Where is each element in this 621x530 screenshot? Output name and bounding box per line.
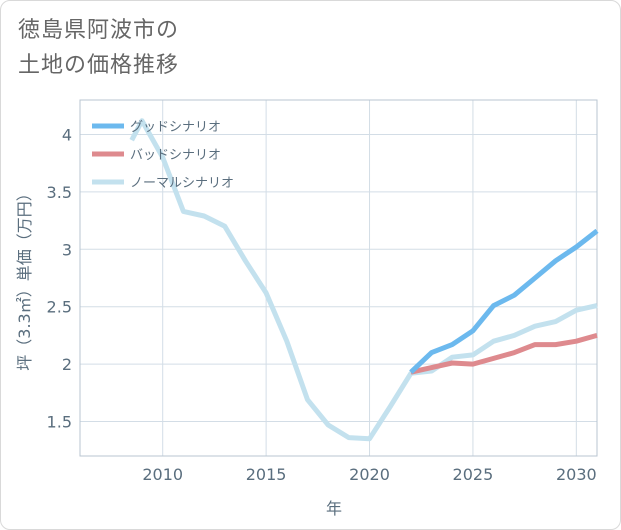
series-layer [129,118,599,442]
series-line-2 [129,118,598,442]
x-tick-label: 2025 [453,465,494,484]
series-line-1 [410,332,598,375]
x-tick-label: 2010 [142,465,183,484]
chart-title: 徳島県阿波市の 土地の価格推移 [18,13,179,83]
y-axis-label: 坪（3.3㎡）単価（万円） [15,185,34,370]
y-tick-label: 4 [62,125,72,144]
series-line-0 [409,228,599,375]
x-tick-label: 2015 [246,465,287,484]
y-tick-label: 2.5 [47,298,72,317]
y-tick-label: 3 [62,240,72,259]
y-tick-label: 1.5 [47,413,72,432]
y-tick-label: 2 [62,355,72,374]
chart-title-line-2: 土地の価格推移 [18,53,180,78]
legend-label-0: グッドシナリオ [130,120,221,135]
legend-label-2: ノーマルシナリオ [130,176,234,191]
tick-labels: 2010 2015 2020 2025 2030 1.5 2 2.5 3 3.5 4 [47,125,597,484]
grid [80,100,597,456]
x-axis-label: 年 [326,499,342,518]
legend-label-1: バッドシナリオ [130,148,221,163]
x-tick-label: 2020 [349,465,390,484]
x-tick-label: 2030 [556,465,597,484]
y-tick-label: 3.5 [47,183,72,202]
plot-area-frame [79,99,598,457]
chart-title-line-1: 徳島県阿波市の [18,18,180,43]
